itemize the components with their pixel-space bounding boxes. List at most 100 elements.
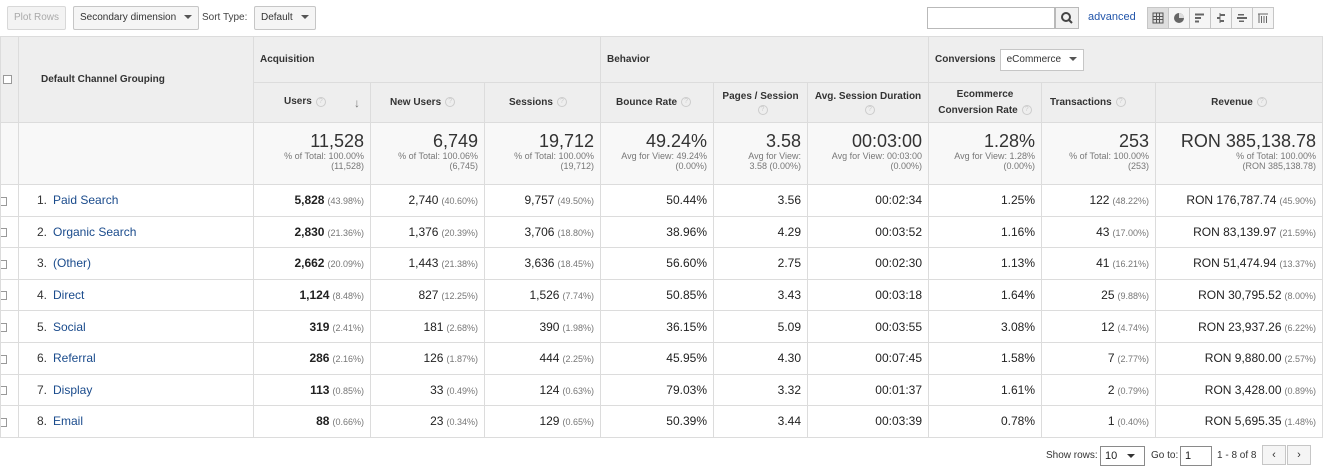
total-bounce-rate-base: (0.00%) <box>675 161 707 171</box>
comparison-view-button[interactable] <box>1210 7 1232 29</box>
table-search-input[interactable] <box>927 7 1055 29</box>
revenue-cell-value: RON 3,428.00 <box>1204 382 1282 397</box>
channel-link[interactable]: Email <box>53 414 84 429</box>
new-users-cell-value: 1,376 <box>408 224 439 239</box>
help-icon[interactable]: ? <box>757 104 768 115</box>
users-cell-value: 319 <box>309 319 330 334</box>
revenue-cell-value: RON 30,795.52 <box>1198 288 1282 303</box>
table-footer: Show rows: 10 Go to: 1 1 - 8 of 8 ‹ › <box>0 440 1330 476</box>
revenue-cell-percent: (45.90%) <box>1279 196 1317 207</box>
row-checkbox[interactable] <box>1 259 7 269</box>
total-pages-session-note: Avg for View: <box>748 151 801 161</box>
group-header-row: Default Channel Grouping Acquisition Beh… <box>0 36 1324 123</box>
table-row: 7. Display 113 (0.85%) 33 (0.49%) 124 (0.63%) 79… <box>0 373 1324 407</box>
channel-link[interactable]: Paid Search <box>53 193 119 208</box>
prev-page-button[interactable]: ‹ <box>1262 445 1286 465</box>
pages-session-cell-value: 4.30 <box>777 351 801 366</box>
bounce-rate-cell: 36.15% <box>600 310 714 343</box>
transactions-cell-percent: (16.21%) <box>1112 259 1150 270</box>
bounce-rate-cell-value: 56.60% <box>666 256 707 271</box>
pivot-view-button[interactable] <box>1252 7 1274 29</box>
revenue-cell-value: RON 23,937.26 <box>1198 319 1282 334</box>
bounce-rate-cell: 56.60% <box>600 247 714 280</box>
channel-cell: 6. Referral <box>18 341 254 375</box>
conversion-rate-cell: 3.08% <box>928 310 1043 343</box>
duration-cell: 00:03:39 <box>806 405 930 438</box>
total-duration-value: 00:03:00 <box>851 131 923 151</box>
col-revenue[interactable]: Revenue? <box>1155 82 1324 123</box>
col-users[interactable]: Users? ↓ <box>253 82 371 123</box>
channel-link[interactable]: Referral <box>53 351 96 366</box>
select-all-checkbox[interactable] <box>3 74 12 84</box>
col-transactions[interactable]: Transactions? <box>1041 82 1157 123</box>
pie-view-button[interactable] <box>1168 7 1190 29</box>
advanced-filter-link[interactable]: advanced <box>1088 11 1136 23</box>
chevron-left-icon: ‹ <box>1272 449 1276 461</box>
pages-session-cell-value: 4.29 <box>777 224 801 239</box>
channel-link[interactable]: Organic Search <box>53 224 137 239</box>
users-cell: 286 (2.16%) <box>253 341 371 375</box>
term-cloud-view-button[interactable] <box>1231 7 1253 29</box>
data-rows: 1. Paid Search 5,828 (43.98%) 2,740 (40.60%) 9… <box>0 184 1324 438</box>
duration-cell-value: 00:03:55 <box>875 319 923 334</box>
row-checkbox[interactable] <box>1 386 7 396</box>
pages-session-cell: 4.30 <box>713 341 808 375</box>
duration-cell: 00:07:45 <box>806 341 930 375</box>
col-new-users[interactable]: New Users? <box>370 82 485 123</box>
channel-link[interactable]: Display <box>53 382 93 397</box>
col-bounce-rate[interactable]: Bounce Rate? <box>600 82 714 123</box>
report-table: Default Channel Grouping Acquisition Beh… <box>0 36 1324 438</box>
pages-session-cell: 2.75 <box>713 247 808 280</box>
total-conversion-rate-base: (0.00%) <box>1003 161 1036 171</box>
table-row: 4. Direct 1,124 (8.48%) 827 (12.25%) 1,526 (7.7… <box>0 278 1324 312</box>
bounce-rate-cell-value: 79.03% <box>666 382 707 397</box>
row-checkbox[interactable] <box>1 417 7 427</box>
table-row: 8. Email 88 (0.66%) 23 (0.34%) 129 (0.65%) 50.39… <box>0 405 1324 438</box>
revenue-cell-percent: (6.22%) <box>1284 322 1317 333</box>
help-icon[interactable]: ? <box>1115 97 1126 108</box>
transactions-cell: 25 (9.88%) <box>1041 278 1157 312</box>
help-icon[interactable]: ? <box>1021 104 1032 115</box>
next-page-button[interactable]: › <box>1287 445 1311 465</box>
revenue-cell: RON 3,428.00 (0.89%) <box>1155 373 1324 407</box>
sessions-cell: 444 (2.25%) <box>484 341 601 375</box>
help-icon[interactable]: ? <box>865 104 875 115</box>
col-sessions[interactable]: Sessions? <box>484 82 601 123</box>
show-rows-select[interactable]: 10 <box>1100 446 1145 466</box>
conversions-goal-dropdown[interactable]: eCommerce <box>999 48 1085 71</box>
col-pages-session[interactable]: Pages / Session? <box>713 82 808 123</box>
help-icon[interactable]: ? <box>315 96 326 107</box>
channel-link[interactable]: Social <box>53 319 86 334</box>
help-icon[interactable]: ? <box>556 97 567 108</box>
users-cell: 5,828 (43.98%) <box>253 184 371 217</box>
table-row: 2. Organic Search 2,830 (21.36%) 1,376 (20.39… <box>0 215 1324 249</box>
row-checkbox[interactable] <box>1 228 7 238</box>
help-icon[interactable]: ? <box>681 97 692 108</box>
channel-link[interactable]: (Other) <box>53 256 92 271</box>
row-checkbox[interactable] <box>1 196 7 206</box>
new-users-cell-value: 827 <box>418 288 439 303</box>
total-users: 11,528% of Total: 100.00% (11,528) <box>253 122 371 185</box>
col-ecommerce-conversion-rate[interactable]: Ecommerce Conversion Rate? <box>928 82 1043 123</box>
table-view-button[interactable] <box>1147 7 1169 29</box>
revenue-cell: RON 5,695.35 (1.48%) <box>1155 405 1324 438</box>
row-checkbox[interactable] <box>1 323 7 332</box>
help-icon[interactable]: ? <box>1256 97 1267 108</box>
transactions-cell: 7 (2.77%) <box>1041 341 1157 375</box>
channel-link[interactable]: Direct <box>53 288 85 303</box>
search-button[interactable] <box>1055 7 1079 29</box>
performance-view-button[interactable] <box>1189 7 1211 29</box>
goto-input[interactable]: 1 <box>1180 446 1212 466</box>
row-checkbox[interactable] <box>1 354 7 364</box>
sort-type-label: Sort Type: <box>202 12 248 23</box>
plot-rows-button[interactable]: Plot Rows <box>7 6 67 30</box>
sort-type-dropdown[interactable]: Default <box>254 6 316 30</box>
col-avg-session-duration[interactable]: Avg. Session Duration? <box>806 82 930 123</box>
pages-session-cell: 3.56 <box>713 184 808 217</box>
secondary-dimension-dropdown[interactable]: Secondary dimension <box>73 6 200 30</box>
sessions-cell-value: 3,706 <box>524 224 555 239</box>
help-icon[interactable]: ? <box>445 97 456 108</box>
dimension-header[interactable]: Default Channel Grouping <box>18 36 254 123</box>
users-cell-value: 1,124 <box>299 288 330 303</box>
row-checkbox[interactable] <box>1 291 7 301</box>
